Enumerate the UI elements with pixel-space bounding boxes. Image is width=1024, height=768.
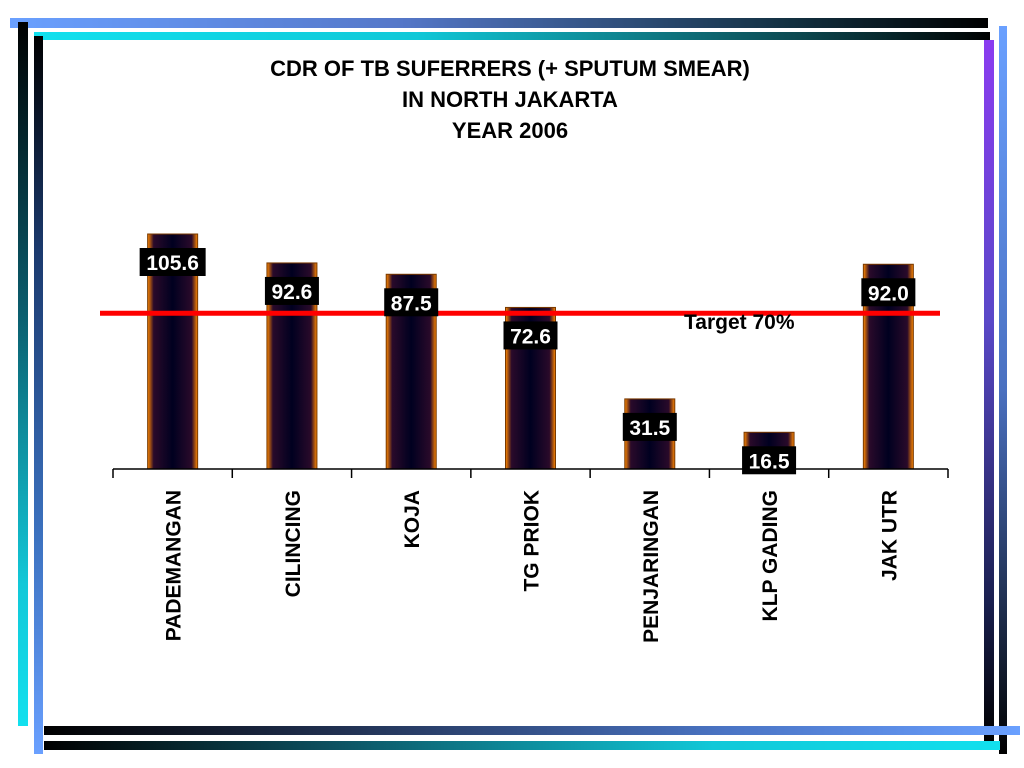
data-label-bg [139, 248, 206, 276]
x-tick-label: TG PRIOK [521, 490, 544, 592]
frame-border-right-outer [999, 26, 1007, 754]
data-label: 92.6 [271, 281, 312, 304]
data-label: 72.6 [510, 325, 551, 348]
target-line-label: Target 70% [684, 311, 795, 334]
chart-subtitle-line-2: YEAR 2006 [451, 118, 569, 143]
data-label: 87.5 [391, 292, 432, 315]
data-label-bg [384, 288, 439, 317]
frame-border-right-inner [984, 40, 994, 742]
x-tick-label: PENJARINGAN [640, 490, 663, 643]
data-label: 105.6 [146, 252, 199, 275]
frame-border-top-inner [34, 32, 990, 40]
data-label: 31.5 [629, 417, 670, 440]
x-tick-label: KOJA [401, 490, 424, 548]
frame-border-left-inner [34, 36, 43, 754]
x-tick-label: PADEMANGAN [163, 490, 186, 641]
data-label-bg [861, 278, 916, 307]
x-tick-label: KLP GADING [759, 490, 782, 621]
frame-border-left-outer [18, 22, 28, 726]
chart-subtitle-line-1: IN NORTH JAKARTA [402, 87, 618, 112]
data-label-bg [622, 412, 677, 441]
x-tick-label: JAK UTR [878, 490, 901, 581]
frame-border-top-outer [10, 18, 988, 28]
data-label-bg [264, 276, 319, 305]
chart-title: CDR OF TB SUFERRERS (+ SPUTUM SMEAR) [270, 56, 750, 81]
data-label-bg [742, 446, 797, 475]
frame-border-bottom-outer [44, 741, 1000, 750]
frame-border-bottom-inner [44, 726, 1020, 735]
data-label-bg [503, 321, 558, 350]
x-tick-label: CILINCING [282, 490, 305, 597]
data-label: 16.5 [749, 450, 790, 473]
data-label: 92.0 [868, 282, 909, 305]
